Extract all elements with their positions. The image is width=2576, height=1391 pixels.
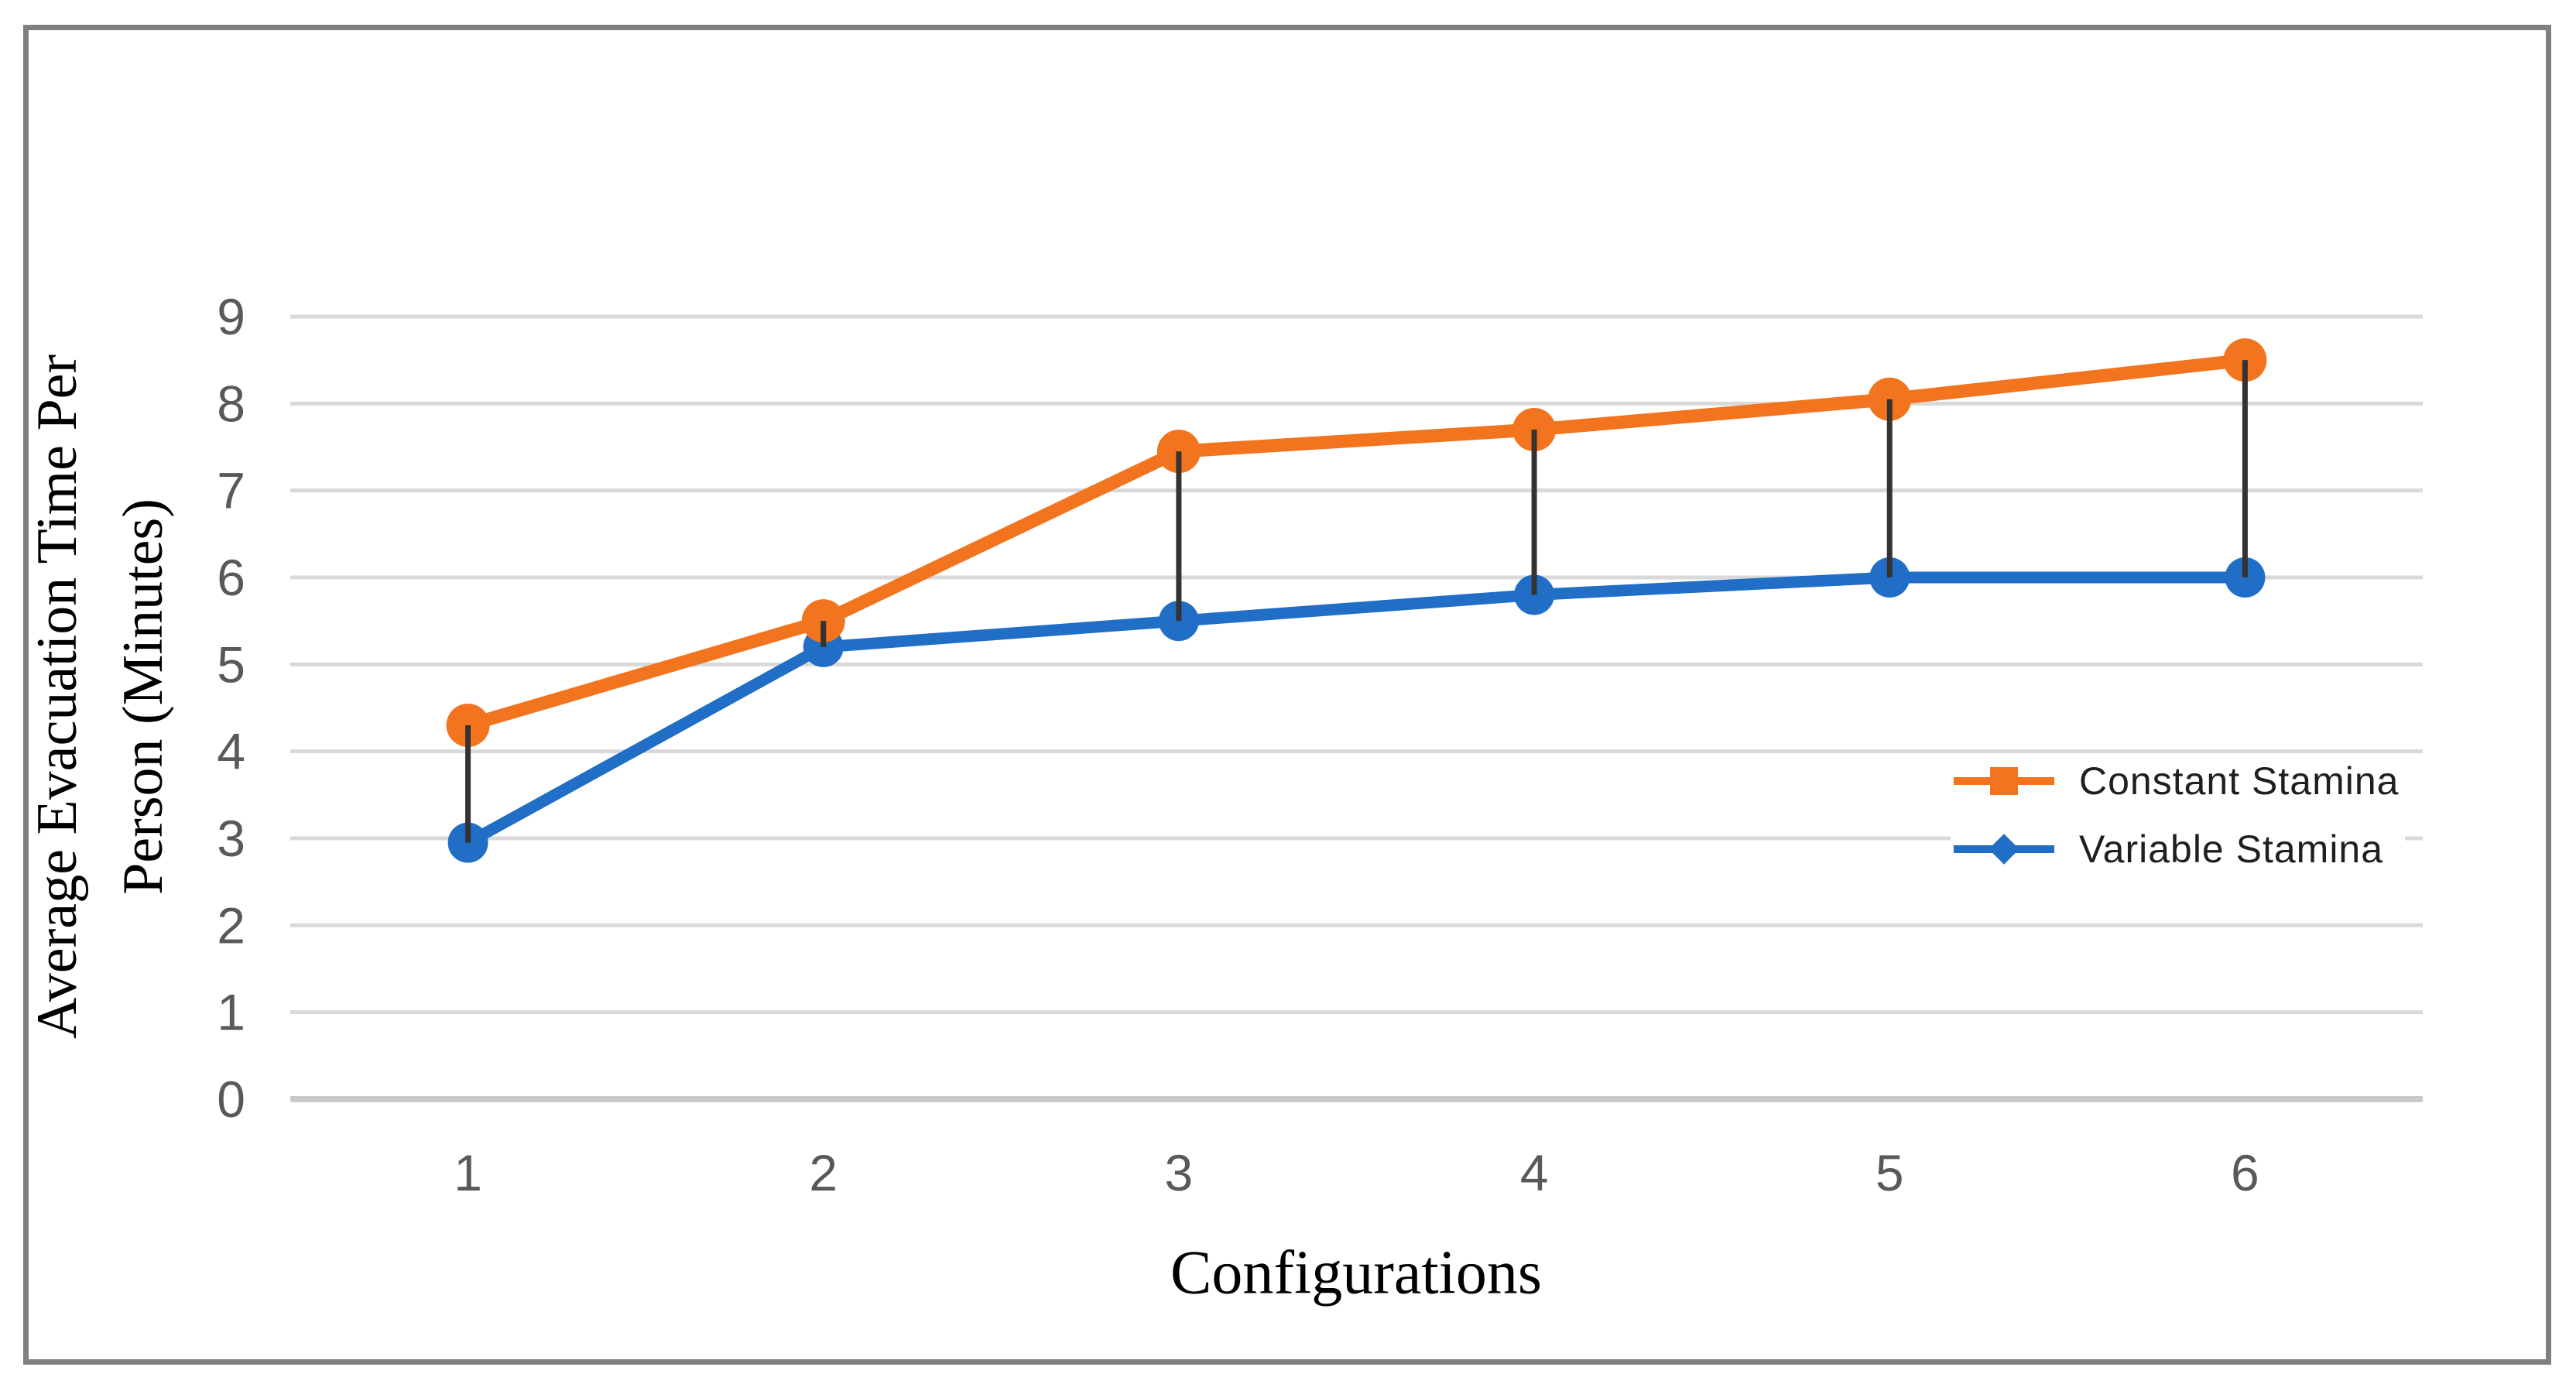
- y-axis-title: Average Evacuation Time Per Person (Minu…: [15, 355, 187, 1039]
- legend-item-constant-stamina: Constant Stamina: [1951, 757, 2406, 805]
- y-tick-label-1: 1: [217, 984, 245, 1041]
- x-tick-label-4: 4: [1520, 1144, 1549, 1201]
- x-tick-label-6: 6: [2231, 1144, 2259, 1201]
- series-line-variable-stamina: [462, 571, 2251, 849]
- y-tick-label-2: 2: [217, 896, 245, 954]
- series-line-constant-stamina: [461, 353, 2252, 732]
- y-tick-label-3: 3: [217, 810, 245, 867]
- y-tick-label-6: 6: [217, 549, 245, 606]
- y-axis-title-line-2: Person (Minutes): [111, 498, 175, 895]
- x-tick-label-3: 3: [1165, 1144, 1194, 1201]
- x-tick-label-5: 5: [1875, 1144, 1904, 1201]
- chart-outer-border: [23, 25, 2551, 1365]
- legend-marker-constant-stamina: [1954, 767, 2054, 795]
- x-tick-label-1: 1: [454, 1144, 482, 1201]
- legend: Constant Stamina Variable Stamina: [1951, 757, 2406, 873]
- y-tick-label-4: 4: [217, 723, 245, 780]
- legend-label-variable-stamina: Variable Stamina: [2079, 827, 2384, 871]
- y-tick-label-7: 7: [217, 462, 245, 519]
- y-axis-title-line-1: Average Evacuation Time Per: [26, 354, 89, 1040]
- legend-label-constant-stamina: Constant Stamina: [2079, 759, 2400, 803]
- y-tick-label-8: 8: [217, 375, 245, 432]
- x-axis-title: Configurations: [1170, 1239, 1542, 1307]
- legend-item-variable-stamina: Variable Stamina: [1951, 825, 2406, 873]
- legend-marker-variable-stamina: [1954, 834, 2054, 865]
- x-tick-label-2: 2: [809, 1144, 838, 1201]
- y-tick-label-0: 0: [217, 1071, 245, 1128]
- y-tick-label-5: 5: [217, 636, 245, 693]
- y-tick-label-9: 9: [217, 288, 245, 345]
